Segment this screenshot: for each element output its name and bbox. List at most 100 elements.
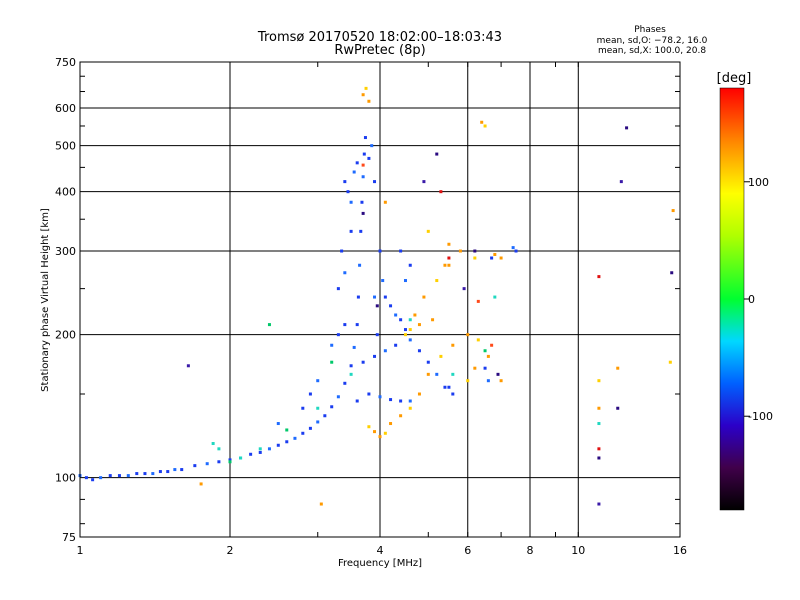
data-point [668,360,672,364]
data-point [486,379,490,383]
data-point [383,200,387,204]
data-point [343,323,347,327]
data-point [370,144,374,148]
data-point [343,180,347,184]
data-point [417,392,421,396]
data-point [480,120,484,124]
data-point [493,295,497,299]
data-point [466,333,470,337]
data-point [403,328,407,332]
data-point [499,256,503,260]
data-point [373,430,377,434]
data-point [367,392,371,396]
data-point [483,124,487,128]
data-point [267,447,271,451]
data-point [408,318,412,322]
data-point [476,338,480,342]
data-point [151,472,155,476]
data-point [361,360,365,364]
data-point [217,447,221,451]
data-point [375,333,379,337]
data-point [426,229,430,233]
colorbar-tick-label: 100 [748,176,769,189]
data-point [199,482,203,486]
data-point [308,392,312,396]
data-point [373,180,377,184]
x-axis-label: Frequency [MHz] [338,558,422,569]
data-point [597,447,601,451]
data-point [597,275,601,279]
data-point [493,252,497,256]
data-point [426,372,430,376]
data-point [408,328,412,332]
data-point [511,246,515,250]
data-point [267,323,271,327]
data-point [447,256,451,260]
data-point [211,442,215,446]
data-point [349,372,353,376]
data-point [228,458,232,462]
data-point [330,360,334,364]
data-point [355,161,359,165]
y-tick-label: 100 [55,472,76,485]
data-point [316,420,320,424]
chart-title: Tromsø 20170520 18:02:00–18:03:43 [257,30,502,45]
data-point [186,364,190,368]
data-point [408,338,412,342]
colorbar-label: [deg] [717,71,752,86]
data-point [490,256,494,260]
data-point [490,343,494,347]
x-axis: 1 2 4 6 8 10 16 [77,62,687,557]
data-point [349,229,353,233]
data-point [205,462,209,466]
data-point [349,200,353,204]
data-point [276,422,280,426]
data-point [373,295,377,299]
data-point [361,163,365,167]
data-point [447,385,451,389]
data-point [349,364,353,368]
data-point [301,406,305,410]
data-point [367,99,371,103]
data-point [360,200,364,204]
data-point [597,422,601,426]
data-point [483,349,487,353]
x-tick-label: 2 [227,544,234,557]
data-point [399,414,403,418]
data-point [597,456,601,460]
data-point [417,323,421,327]
data-point [352,345,356,349]
data-point [361,93,365,97]
data-point [361,211,365,215]
data-point [671,209,675,213]
data-point [670,271,674,275]
data-point [431,318,435,322]
data-point [319,502,323,506]
y-tick-label: 500 [55,140,76,153]
data-point [362,152,366,156]
colorbar-ticks: 100 0 -100 [744,176,773,423]
data-point [473,249,477,253]
data-point [483,366,487,370]
data-point [408,406,412,410]
data-point [473,256,477,260]
data-point [473,366,477,370]
data-point [514,249,518,253]
data-points [78,86,675,506]
data-point [378,249,382,253]
data-point [117,474,121,478]
data-point [394,313,398,317]
data-point [399,318,403,322]
data-point [373,354,377,358]
data-point [84,476,88,480]
data-point [389,304,393,308]
grid [80,62,680,537]
data-point [426,360,430,364]
data-point [619,180,623,184]
data-point [383,349,387,353]
data-point [375,304,379,308]
x-tick-label: 4 [377,544,384,557]
data-point [158,470,162,474]
data-point [476,299,480,303]
